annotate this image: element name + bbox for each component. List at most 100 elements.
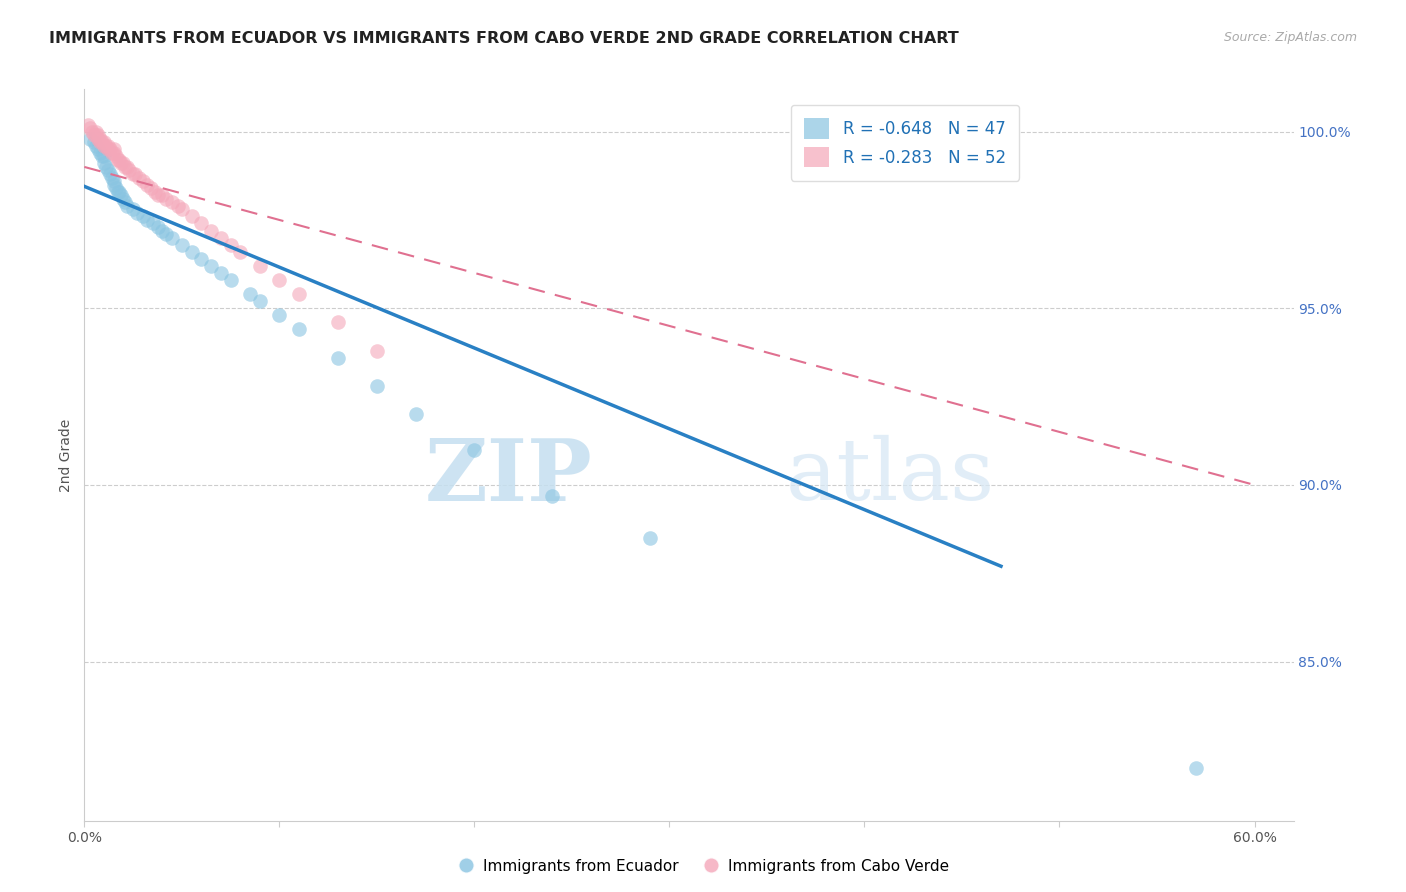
Point [219,237,242,252]
Point [249,259,271,273]
Point [83,128,105,142]
Point [209,230,232,244]
Point [104,149,127,163]
Point [190,252,212,266]
Point [1185,761,1208,775]
Point [89,131,111,145]
Legend: R = -0.648   N = 47, R = -0.283   N = 52: R = -0.648 N = 47, R = -0.283 N = 52 [792,105,1019,180]
Point [124,167,146,181]
Point [82,125,104,139]
Point [125,206,148,220]
Point [150,223,173,237]
Point [94,160,117,174]
Point [122,202,145,217]
Point [219,273,242,287]
Point [405,407,427,421]
Legend: Immigrants from Ecuador, Immigrants from Cabo Verde: Immigrants from Ecuador, Immigrants from… [451,853,955,880]
Point [77,118,100,132]
Point [170,237,193,252]
Text: Source: ZipAtlas.com: Source: ZipAtlas.com [1223,31,1357,45]
Point [98,142,121,156]
Point [326,351,349,365]
Point [200,223,222,237]
Point [541,489,564,503]
Point [155,227,177,241]
Point [79,131,101,145]
Point [94,138,117,153]
Point [103,178,125,192]
Point [90,135,112,149]
Point [269,309,291,323]
Point [269,273,291,287]
Point [114,160,136,174]
Point [117,160,139,174]
Point [112,156,135,170]
Point [89,135,111,149]
Point [139,181,162,195]
Point [97,142,120,156]
Point [463,442,485,457]
Point [150,188,173,202]
Point [638,531,661,545]
Point [118,163,141,178]
Point [135,178,157,192]
Point [100,145,122,160]
Point [104,181,127,195]
Point [148,188,170,202]
Point [160,230,183,244]
Point [84,125,107,139]
Text: IMMIGRANTS FROM ECUADOR VS IMMIGRANTS FROM CABO VERDE 2ND GRADE CORRELATION CHAR: IMMIGRANTS FROM ECUADOR VS IMMIGRANTS FR… [49,31,959,46]
Point [87,142,110,156]
Text: atlas: atlas [786,435,995,518]
Point [249,294,271,309]
Point [90,149,112,163]
Point [87,131,110,145]
Text: ZIP: ZIP [425,435,592,519]
Point [366,379,388,393]
Point [84,138,107,153]
Point [108,153,131,167]
Point [97,138,120,153]
Point [132,210,155,224]
Point [103,174,125,188]
Point [110,188,132,202]
Point [142,217,165,231]
Point [93,138,115,153]
Point [128,170,150,185]
Point [190,217,212,231]
Point [200,259,222,273]
Point [148,219,170,234]
Point [167,199,190,213]
Point [143,185,166,199]
Point [366,343,388,358]
Point [103,145,125,160]
Point [112,192,135,206]
Point [107,153,129,167]
Point [93,156,115,170]
Point [229,244,252,259]
Y-axis label: 2nd Grade: 2nd Grade [59,418,73,491]
Point [83,135,105,149]
Point [114,195,136,210]
Point [98,167,121,181]
Point [288,287,311,301]
Point [180,210,202,224]
Point [87,128,110,142]
Point [108,185,131,199]
Point [110,156,132,170]
Point [93,149,115,163]
Point [160,195,183,210]
Point [107,185,129,199]
Point [170,202,193,217]
Point [117,199,139,213]
Point [239,287,262,301]
Point [79,121,101,136]
Point [97,163,120,178]
Point [288,322,311,336]
Point [326,315,349,329]
Point [89,145,111,160]
Point [103,142,125,156]
Point [93,135,115,149]
Point [209,266,232,280]
Point [155,192,177,206]
